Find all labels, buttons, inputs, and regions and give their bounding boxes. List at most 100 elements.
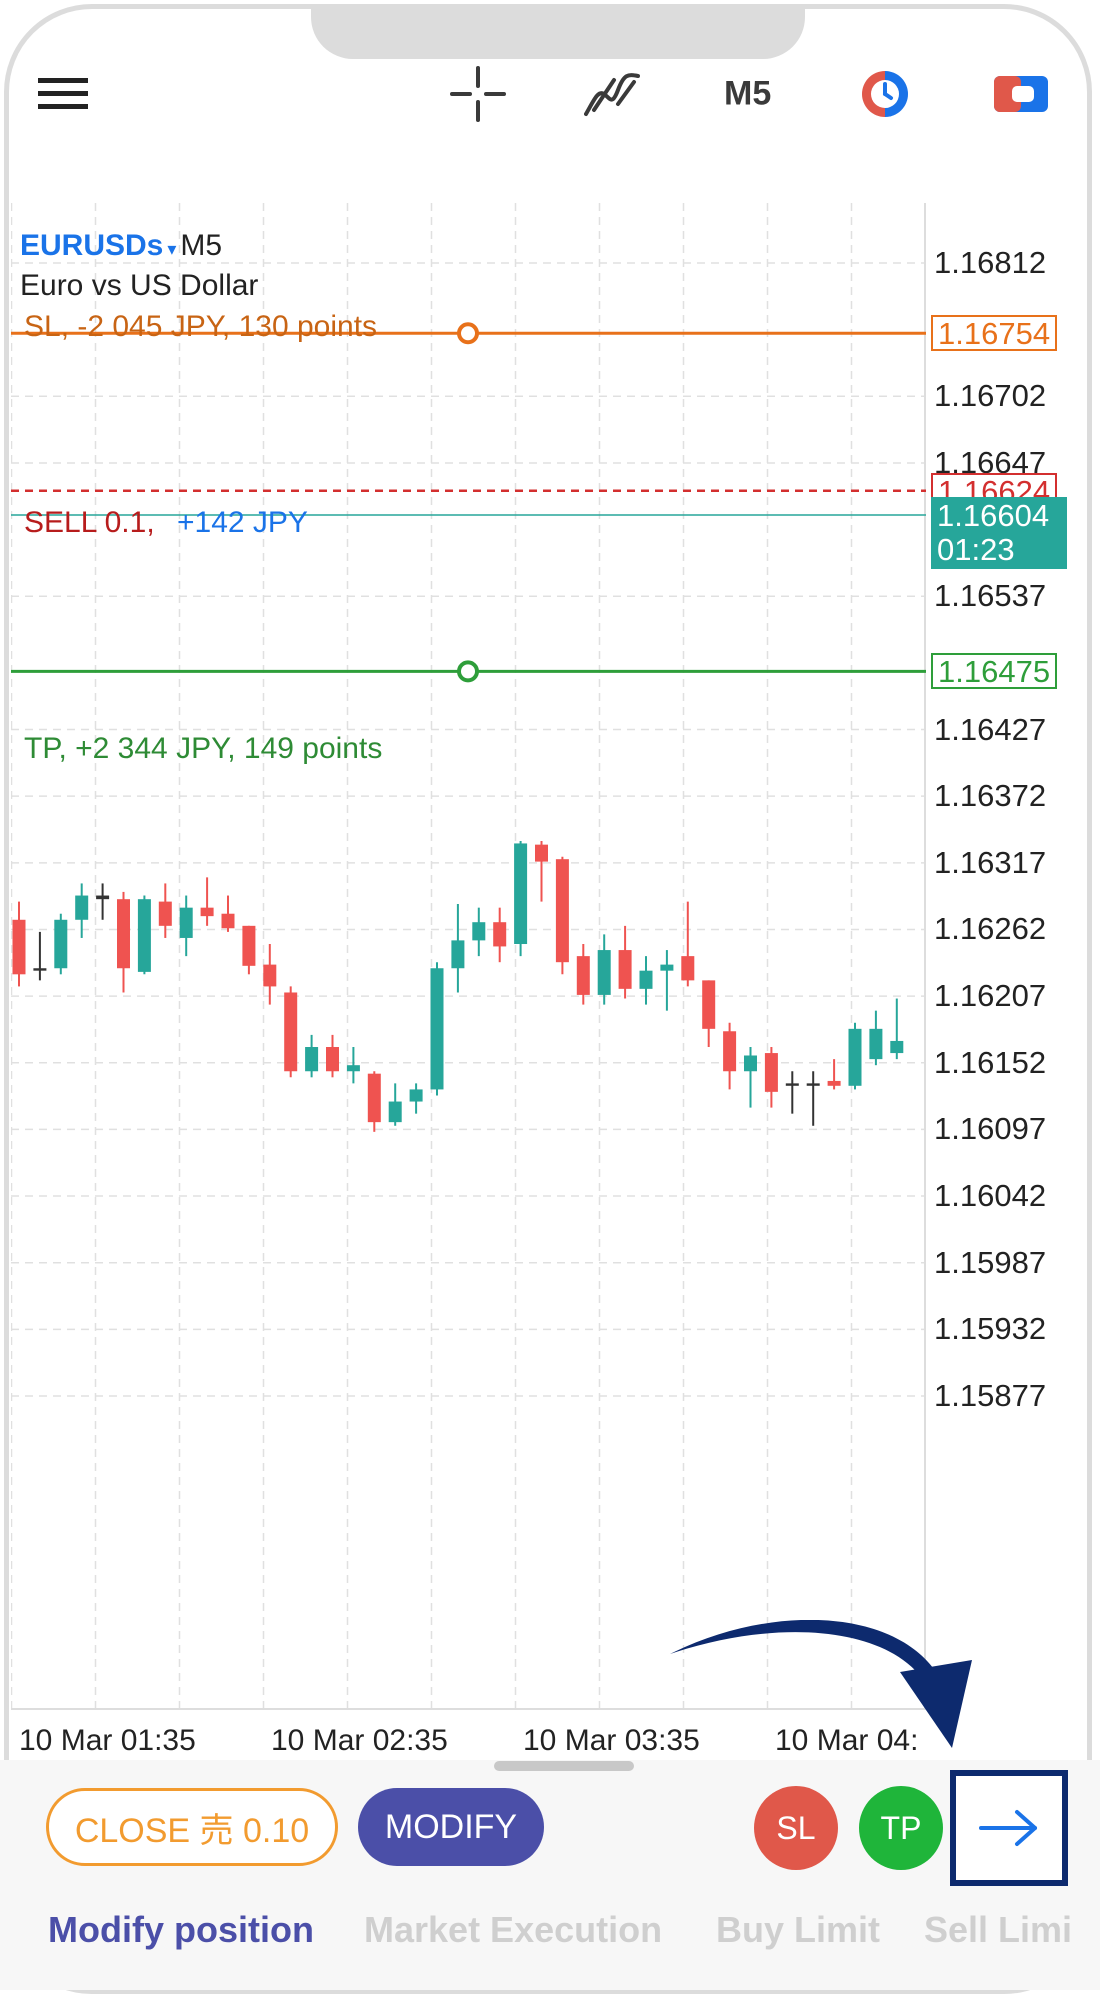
price-chart[interactable] [11, 203, 926, 1710]
hamburger-menu-icon[interactable] [38, 76, 88, 112]
tp-price-box: 1.16475 [931, 653, 1058, 690]
drag-handle[interactable] [494, 1761, 634, 1771]
candle-body [535, 844, 548, 862]
candle-body [200, 907, 214, 917]
sell-line-label: SELL 0.1, +142 JPY [24, 506, 308, 540]
candle-body [54, 919, 68, 969]
indicators-icon[interactable] [584, 70, 640, 118]
tab-sell-limit[interactable]: Sell Limi [924, 1909, 1073, 1950]
price-tick-label: 1.16097 [934, 1111, 1047, 1147]
chart-timeframe: M5 [180, 229, 223, 262]
price-tick-label: 1.16372 [934, 778, 1047, 814]
sl-price-box: 1.16754 [931, 315, 1058, 352]
candle-body [388, 1101, 402, 1123]
candle-body [576, 956, 590, 995]
close-position-button[interactable]: CLOSE 売 0.10 [46, 1788, 338, 1866]
candle-body [284, 992, 298, 1072]
sl-drag-handle [457, 322, 479, 345]
candle-body [639, 970, 653, 989]
candle-body [137, 899, 151, 972]
candle-body [597, 950, 611, 995]
price-tick-label: 1.16427 [934, 711, 1047, 747]
sl-line-label: SL, -2 045 JPY, 130 points [24, 310, 378, 343]
candle-body [493, 922, 507, 947]
candle-body [806, 1083, 820, 1086]
candle-body [723, 1031, 737, 1072]
curved-pointer-arrow-icon [670, 1620, 972, 1748]
candle-body [869, 1028, 883, 1060]
price-tick-label: 1.16042 [934, 1178, 1047, 1214]
tab-buy-limit[interactable]: Buy Limit [716, 1909, 881, 1950]
price-tick-label: 1.15987 [934, 1244, 1047, 1280]
price-axis: 1.16812 1.16702 1.16647 1.16537 1.16427 1.163… [926, 203, 1086, 1710]
candle-body [890, 1040, 904, 1054]
time-axis: 10 Mar 01:35 10 Mar 02:35 10 Mar 03:35 10 M… [11, 1712, 926, 1768]
candle-body [764, 1053, 778, 1092]
symbol-dropdown-icon[interactable]: ▾ [167, 239, 177, 259]
candle-body [75, 895, 89, 920]
price-tick-label: 1.16207 [934, 978, 1047, 1014]
price-tick-label: 1.16537 [934, 578, 1047, 614]
timeframe-button[interactable]: M5 [724, 74, 772, 113]
candle-body [848, 1028, 862, 1086]
candle-body [660, 964, 674, 971]
candle-body [305, 1047, 319, 1072]
arrow-right-icon [979, 1810, 1037, 1846]
price-tick-label: 1.15932 [934, 1311, 1047, 1347]
time-tick-label: 10 Mar 03:35 [523, 1724, 700, 1757]
price-tick-label: 1.16702 [934, 378, 1047, 414]
candle-body [346, 1065, 360, 1072]
sell-profit: +142 JPY [177, 506, 308, 539]
tab-modify-position[interactable]: Modify position [48, 1909, 314, 1950]
candle-body [263, 964, 277, 987]
modify-button[interactable]: MODIFY [358, 1788, 544, 1866]
price-tick-label: 1.16262 [934, 911, 1047, 947]
candle-body [221, 913, 235, 929]
candle-body [555, 859, 569, 963]
symbol-description: Euro vs US Dollar [20, 269, 259, 302]
candle-body [242, 925, 256, 966]
candle-body [785, 1083, 799, 1086]
time-tick-label: 10 Mar 04: [775, 1724, 919, 1757]
price-tick-label: 1.16152 [934, 1044, 1047, 1080]
clock-icon[interactable] [858, 67, 912, 121]
phone-frame [4, 4, 1092, 1994]
bar-countdown: 01:23 [937, 532, 1015, 568]
candle-body [430, 968, 444, 1090]
candle-body [33, 968, 47, 971]
candle-body [367, 1073, 381, 1123]
time-tick-label: 10 Mar 02:35 [271, 1724, 448, 1757]
current-price-box: 1.16604 01:23 [931, 497, 1067, 570]
tab-market-execution[interactable]: Market Execution [364, 1909, 663, 1950]
candle-body [12, 919, 26, 975]
candle-body [451, 940, 465, 969]
candle-body [117, 899, 130, 969]
tp-drag-handle [457, 660, 479, 683]
sell-volume: SELL 0.1, [24, 506, 155, 539]
current-price-value: 1.16604 [937, 498, 1050, 534]
candle-body [409, 1089, 423, 1102]
candle-body [179, 907, 193, 938]
candle-body [96, 895, 110, 900]
candle-body [158, 901, 172, 926]
symbol-name[interactable]: EURUSDs [20, 229, 164, 262]
candle-body [326, 1047, 339, 1072]
time-tick-label: 10 Mar 01:35 [19, 1724, 196, 1757]
phone-notch [311, 9, 805, 59]
candle-body [514, 843, 528, 945]
sl-button[interactable]: SL [754, 1786, 838, 1870]
candle-body [744, 1055, 757, 1072]
tp-button[interactable]: TP [859, 1786, 943, 1870]
objects-icon[interactable] [994, 74, 1048, 114]
crosshair-icon[interactable] [450, 66, 506, 122]
price-tick-label: 1.15877 [934, 1378, 1047, 1413]
candle-body [472, 922, 486, 941]
next-button[interactable] [950, 1770, 1068, 1886]
tp-line-label: TP, +2 344 JPY, 149 points [24, 732, 383, 765]
price-tick-label: 1.16317 [934, 844, 1047, 880]
price-tick-label: 1.16812 [934, 245, 1047, 280]
candle-body [827, 1080, 841, 1086]
chart-symbol-info: EURUSDs ▾ M5 Euro vs US Dollar [20, 228, 258, 305]
candle-body [702, 980, 716, 1029]
candle-body [618, 950, 632, 989]
